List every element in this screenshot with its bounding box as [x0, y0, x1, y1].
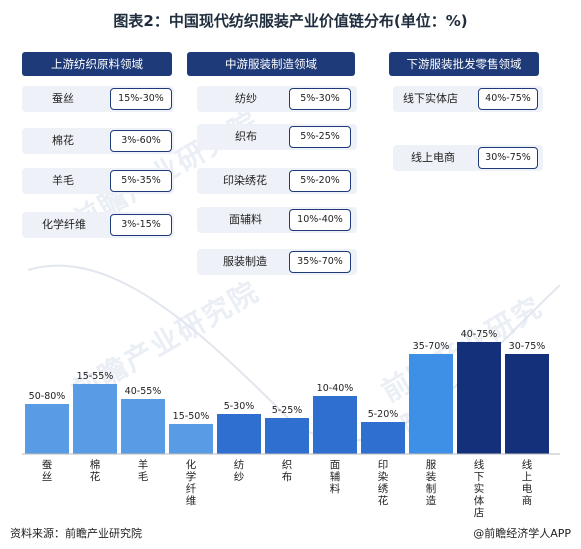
category-label: 羊毛 — [138, 458, 149, 483]
category-label: 蚕丝 — [42, 459, 53, 483]
item-label: 纺纱 — [235, 92, 257, 105]
item-label: 羊毛 — [52, 174, 74, 187]
data-label: 10-40% — [317, 383, 354, 394]
item-label: 面辅料 — [229, 213, 262, 226]
data-label: 5-25% — [272, 405, 303, 416]
data-label: 50-80% — [29, 391, 66, 402]
upstream-item: 化学纤维 3%-15% — [22, 212, 174, 238]
downstream-header: 下游服装批发零售领域 — [389, 52, 539, 76]
upstream-item: 羊毛 5%-35% — [22, 168, 174, 194]
upstream-header: 上游纺织原料领域 — [22, 52, 172, 76]
data-label: 15-55% — [77, 371, 114, 382]
item-range: 5%-30% — [289, 88, 351, 110]
midstream-item: 纺纱 5%-30% — [197, 86, 357, 112]
data-label: 5-20% — [368, 409, 399, 420]
source-note: 资料来源：前瞻产业研究院 — [10, 527, 142, 540]
item-label: 化学纤维 — [42, 218, 86, 231]
upstream-item: 棉花 3%-60% — [22, 128, 174, 154]
item-range: 10%-40% — [289, 209, 351, 231]
data-label: 15-50% — [173, 411, 210, 422]
item-range: 5%-35% — [110, 170, 172, 192]
category-label: 印染绣花 — [378, 459, 389, 507]
midstream-item: 织布 5%-25% — [197, 124, 357, 150]
bar — [313, 396, 357, 454]
bar — [265, 418, 309, 454]
chart-title: 图表2：中国现代纺织服装产业价值链分布(单位：%) — [113, 12, 468, 30]
data-label: 30-75% — [509, 341, 546, 352]
bar — [361, 422, 405, 454]
item-label: 棉花 — [52, 134, 74, 147]
value-chain-bar-chart: 50-80% 蚕丝 15-55% 棉花 40-55% 羊毛 15-50% 化学纤维 5-30% 纺… — [22, 264, 561, 519]
midstream-item: 面辅料 10%-40% — [197, 207, 357, 233]
item-label: 织布 — [235, 130, 257, 143]
category-label: 服装制造 — [426, 459, 437, 507]
item-range: 15%-30% — [110, 88, 172, 110]
downstream-item: 线上电商 30%-75% — [393, 145, 543, 171]
category-label: 棉花 — [90, 458, 101, 483]
category-label: 纺纱 — [234, 458, 245, 483]
data-label: 40-55% — [125, 386, 162, 397]
downstream-item: 线下实体店 40%-75% — [393, 86, 543, 112]
item-range: 3%-60% — [110, 130, 172, 152]
midstream-header: 中游服装制造领域 — [187, 52, 355, 76]
item-label: 蚕丝 — [52, 92, 74, 105]
data-label: 40-75% — [461, 329, 498, 340]
item-range: 5%-25% — [289, 126, 351, 148]
bar — [73, 384, 117, 454]
data-label: 35-70% — [413, 341, 450, 352]
midstream-item: 印染绣花 5%-20% — [197, 168, 357, 194]
bar — [409, 354, 453, 454]
category-label: 面辅料 — [330, 459, 341, 495]
midstream-item: 服装制造 35%-70% — [197, 249, 357, 275]
bar — [121, 399, 165, 454]
item-range: 40%-75% — [478, 88, 538, 110]
item-range: 35%-70% — [289, 251, 351, 273]
item-label: 线下实体店 — [403, 92, 458, 105]
brand-note: @前瞻经济学人APP — [473, 527, 571, 540]
item-range: 3%-15% — [110, 214, 172, 236]
category-label: 线上电商 — [522, 458, 533, 507]
category-label: 织布 — [282, 459, 293, 483]
upstream-item: 蚕丝 15%-30% — [22, 86, 174, 112]
bar — [25, 404, 69, 454]
category-label: 线下实体店 — [474, 458, 485, 519]
item-label: 线上电商 — [411, 151, 455, 164]
bar — [217, 414, 261, 454]
item-label: 印染绣花 — [223, 174, 267, 187]
bar — [169, 424, 213, 454]
data-label: 5-30% — [224, 401, 255, 412]
item-range: 5%-20% — [289, 170, 351, 192]
bar — [457, 342, 501, 454]
category-label: 化学纤维 — [186, 458, 197, 507]
item-range: 30%-75% — [478, 147, 538, 169]
item-label: 服装制造 — [223, 255, 267, 268]
bar — [505, 354, 549, 454]
